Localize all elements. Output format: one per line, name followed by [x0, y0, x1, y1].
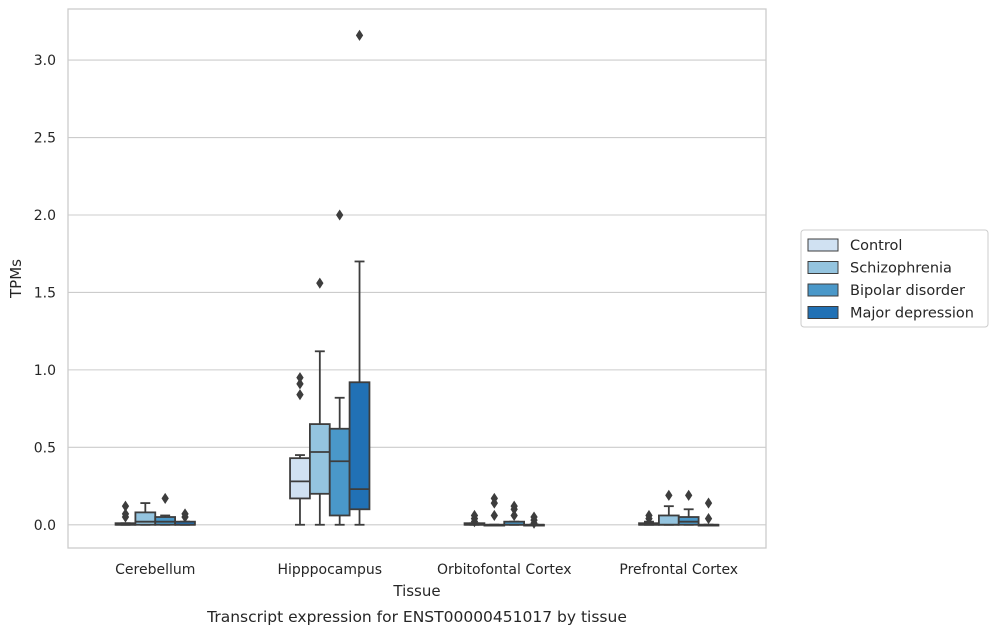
- chart-caption: Transcript expression for ENST0000045101…: [206, 608, 627, 626]
- outlier-point: [316, 277, 324, 289]
- legend-label: Schizophrenia: [850, 261, 952, 277]
- outlier-point: [336, 209, 344, 221]
- plot-area-frame: [67, 8, 767, 549]
- outlier-point: [296, 372, 304, 384]
- y-axis-label: TPMs: [7, 259, 25, 299]
- legend-label: Bipolar disorder: [850, 283, 965, 299]
- box-0-2: [154, 492, 176, 526]
- legend-item: Schizophrenia: [807, 261, 952, 277]
- y-tick-label: 1.5: [34, 285, 56, 301]
- box-3-2: [677, 489, 700, 526]
- x-tick-label: Cerebellum: [115, 562, 195, 578]
- box-0-1: [134, 502, 157, 526]
- outlier-point: [121, 508, 130, 520]
- box-1-1: [309, 277, 331, 526]
- y-tick-label: 3.0: [34, 53, 56, 69]
- y-tick-label: 0.5: [34, 440, 56, 456]
- box-2-1: [483, 492, 506, 527]
- box-iqr: [134, 511, 157, 526]
- outlier-point: [665, 489, 673, 501]
- outlier-point: [704, 513, 713, 525]
- x-tick-label: Prefrontal Cortex: [619, 562, 738, 578]
- box-groups: [114, 29, 720, 529]
- legend-swatch: [807, 238, 839, 252]
- outlier-point: [161, 492, 169, 504]
- outlier-point: [470, 509, 479, 522]
- box-1-2: [328, 209, 351, 526]
- legend-label: Major depression: [850, 306, 974, 322]
- box-1-3: [348, 29, 371, 526]
- x-tick-label: Orbitofontal Cortex: [437, 562, 572, 578]
- box-0-3: [174, 508, 196, 526]
- legend-item: Bipolar disorder: [807, 283, 965, 299]
- y-axis-ticks: 0.0 0.5 1.0 1.5 2.0 2.5 3.0: [34, 53, 56, 534]
- box-iqr: [289, 457, 311, 500]
- outlier-point: [296, 389, 304, 401]
- box-iqr: [348, 381, 371, 511]
- outlier-point: [181, 508, 189, 520]
- legend-swatch: [807, 261, 839, 274]
- y-gridlines: [68, 59, 766, 526]
- box-iqr: [328, 427, 351, 517]
- y-tick-label: 0.0: [34, 518, 56, 534]
- legend-item: Control: [807, 238, 902, 254]
- x-tick-label: Hipppocampus: [277, 562, 382, 578]
- box-0-0: [114, 500, 137, 526]
- legend-swatch: [807, 283, 839, 297]
- outlier-point: [645, 509, 653, 522]
- outlier-point: [530, 511, 538, 523]
- legend-swatch: [807, 306, 839, 319]
- x-axis-label: Tissue: [392, 582, 440, 600]
- outlier-point: [296, 378, 304, 390]
- box-2-0: [463, 509, 486, 528]
- y-tick-label: 2.5: [34, 131, 56, 147]
- outlier-point: [121, 500, 130, 512]
- outlier-point: [355, 29, 364, 41]
- box-3-1: [658, 489, 680, 526]
- outlier-point: [704, 497, 713, 509]
- box-3-0: [638, 509, 660, 526]
- box-2-2: [503, 500, 525, 526]
- box-2-3: [523, 511, 545, 529]
- x-axis-ticks: Cerebellum Hipppocampus Orbitofontal Corte…: [115, 562, 738, 578]
- outlier-point: [510, 500, 518, 512]
- box-1-0: [289, 372, 311, 526]
- outlier-point: [490, 509, 498, 522]
- legend-item: Major depression: [807, 306, 974, 322]
- y-tick-label: 1.0: [34, 363, 56, 379]
- legend-label: Control: [850, 238, 902, 254]
- legend-frame: [800, 229, 989, 328]
- y-tick-label: 2.0: [34, 208, 56, 224]
- box-iqr: [658, 514, 680, 526]
- outlier-point: [510, 509, 518, 522]
- box-iqr: [309, 423, 331, 495]
- outlier-point: [685, 489, 693, 501]
- legend: Control Schizophrenia Bipolar disorder Majo…: [800, 229, 989, 328]
- box-3-3: [697, 497, 720, 527]
- outlier-point: [490, 492, 498, 504]
